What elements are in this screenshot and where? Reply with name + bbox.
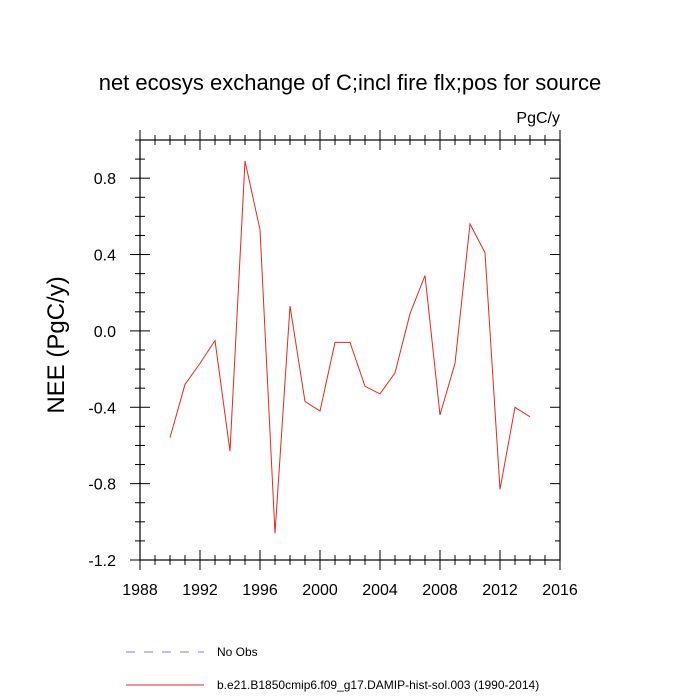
y-tick-label: -1.2 xyxy=(88,553,116,570)
legend: No Obs b.e21.B1850cmip6.f09_g17.DAMIP-his… xyxy=(126,645,539,692)
x-tick-label: 1988 xyxy=(122,582,158,599)
x-tick-label: 2016 xyxy=(542,582,578,599)
legend-label-0: No Obs xyxy=(217,645,258,659)
axes: 1988 1992 1996 2000 2004 2008 2012 2016 -1.2 -0.8… xyxy=(88,130,578,599)
y-tick-label: 0.8 xyxy=(94,171,116,188)
legend-label-1: b.e21.B1850cmip6.f09_g17.DAMIP-hist-sol.… xyxy=(217,678,539,692)
y-tick-label: 0.0 xyxy=(94,324,116,341)
x-tick-label: 2012 xyxy=(482,582,518,599)
x-tick-label: 2000 xyxy=(302,582,338,599)
series-line-1 xyxy=(169,160,531,534)
x-tick-label: 2008 xyxy=(422,582,458,599)
x-tick-label: 1996 xyxy=(242,582,278,599)
y-tick-label: -0.8 xyxy=(88,477,116,494)
x-tick-label: 2004 xyxy=(362,582,398,599)
x-tick-label: 1992 xyxy=(182,582,218,599)
y-tick-label: 0.4 xyxy=(94,248,116,265)
y-tick-label: -0.4 xyxy=(88,400,116,417)
y-axis-label: NEE (PgC/y) xyxy=(43,276,70,413)
plot-frame xyxy=(139,139,561,561)
plot-area xyxy=(169,160,531,534)
chart-title: net ecosys exchange of C;incl fire flx;p… xyxy=(99,70,602,95)
units-label: PgC/y xyxy=(516,110,560,127)
